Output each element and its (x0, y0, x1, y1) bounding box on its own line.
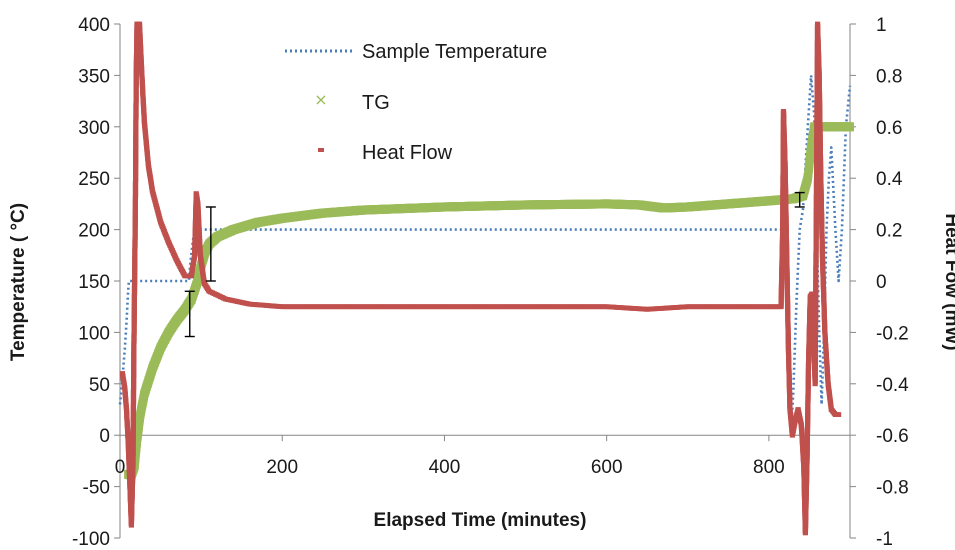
y-right-tick-label: -0.2 (876, 323, 909, 344)
y-right-tick-label: -0.6 (876, 426, 909, 447)
y-left-tick-label: 250 (78, 169, 110, 190)
legend-sample-temperature-label: Sample Temperature (362, 41, 547, 63)
y-right-axis-title: Heat Fow (mW) (941, 213, 955, 350)
y-right-tick-label: 0.8 (876, 66, 902, 87)
y-left-tick-label: 400 (78, 15, 110, 36)
y-left-tick-label: 200 (78, 221, 110, 242)
y-right-tick-label: 0 (876, 272, 887, 293)
tg-point (846, 122, 854, 132)
legend: Sample Temperature × TG Heat Flow (285, 41, 547, 164)
y-right-tick-label: 0.2 (876, 221, 902, 242)
legend-heat-flow-marker (318, 148, 324, 152)
y-right-tick-label: -0.4 (876, 375, 909, 396)
legend-tg-marker: × (314, 90, 327, 109)
y-left-tick-label: 350 (78, 66, 110, 87)
x-tick-label: 400 (429, 457, 461, 478)
x-tick-label: 0 (115, 457, 126, 478)
y-right-tick-label: -1 (876, 529, 893, 550)
error-bars (184, 191, 805, 338)
series-heat-flow (119, 21, 842, 536)
y-left-axis-title: Temperature ( °C) (8, 203, 29, 361)
y-left-tick-label: 50 (89, 375, 110, 396)
y-left-tick-label: 0 (99, 426, 110, 447)
y-right-tick-label: 1 (876, 15, 887, 36)
legend-tg-label: TG (362, 92, 390, 114)
y-right-tick-label: 0.6 (876, 118, 902, 139)
x-tick-label: 600 (591, 457, 623, 478)
plot-series (118, 21, 854, 536)
y-left-tick-label: 150 (78, 272, 110, 293)
y-left-tick-label: 100 (78, 323, 110, 344)
axes: -100-50050100150200250300350400-1-0.8-0.… (72, 15, 909, 550)
series-sample-temperature (118, 74, 852, 437)
y-left-tick-label: -100 (72, 529, 110, 550)
x-tick-label: 800 (753, 457, 785, 478)
y-right-tick-label: 0.4 (876, 169, 903, 190)
y-left-tick-label: -50 (83, 478, 110, 499)
x-axis-title: Elapsed Time (minutes) (374, 510, 587, 531)
y-left-tick-label: 300 (78, 118, 110, 139)
legend-heat-flow-label: Heat Flow (362, 142, 453, 164)
heat-flow-point (836, 412, 842, 417)
x-tick-label: 200 (266, 457, 298, 478)
y-right-tick-label: -0.8 (876, 478, 909, 499)
